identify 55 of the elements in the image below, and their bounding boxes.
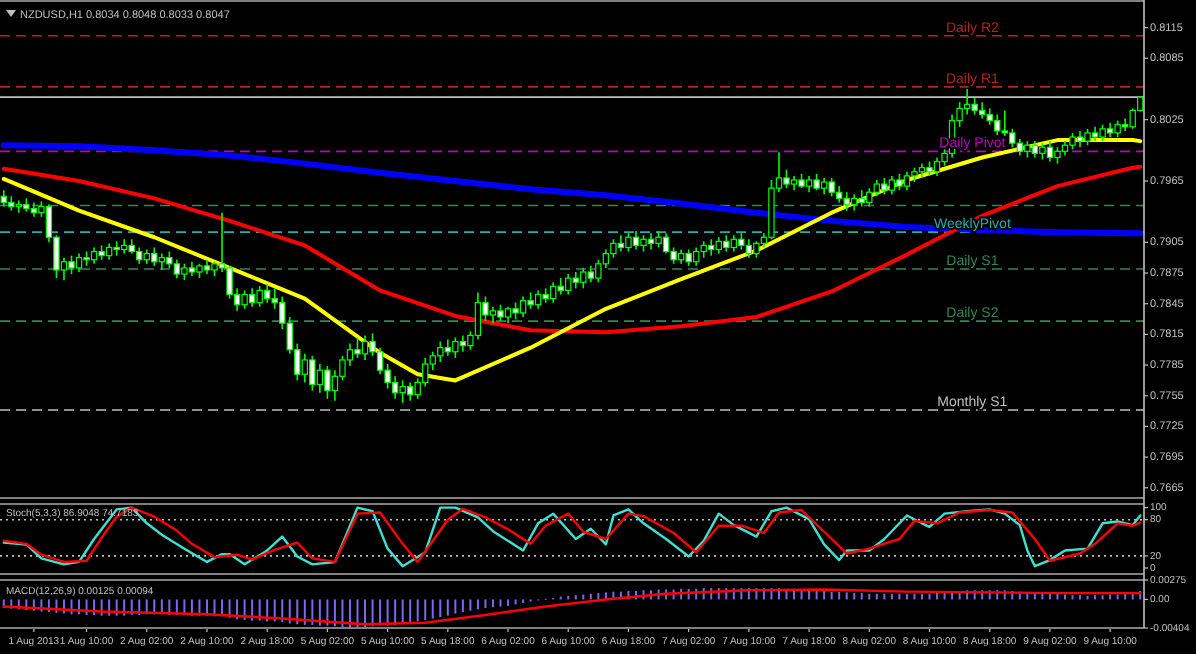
candlestick <box>361 334 369 361</box>
candlestick <box>858 189 865 208</box>
candlestick <box>437 340 444 363</box>
candlestick <box>263 283 271 304</box>
candlestick <box>549 281 557 304</box>
candlestick <box>888 175 896 196</box>
candlestick <box>625 232 632 253</box>
candlestick <box>324 365 331 400</box>
candlestick <box>978 101 986 120</box>
candlestick <box>459 334 467 353</box>
candlestick <box>866 187 873 208</box>
candlestick <box>557 277 564 296</box>
candlestick <box>75 252 83 273</box>
candlestick <box>843 191 850 212</box>
candlestick <box>248 287 256 308</box>
candlestick <box>963 88 971 116</box>
candlestick <box>1121 117 1129 132</box>
candlestick <box>354 336 361 359</box>
candlestick <box>662 232 670 255</box>
candlestick <box>617 234 625 253</box>
candlestick <box>595 258 602 284</box>
candlestick <box>316 363 324 394</box>
line-series <box>1 138 1143 383</box>
candlestick <box>444 338 452 357</box>
candlestick <box>68 254 75 275</box>
candlestick <box>519 295 527 318</box>
candlestick <box>15 199 23 214</box>
candlestick <box>452 336 459 359</box>
candlestick <box>151 246 158 267</box>
candlestick <box>745 238 753 259</box>
candlestick <box>376 346 384 376</box>
candlestick <box>301 353 309 384</box>
candlestick <box>1046 140 1054 163</box>
candlestick <box>580 267 587 290</box>
candlestick <box>632 230 640 251</box>
candlestick <box>994 113 1001 136</box>
candlestick <box>309 355 316 392</box>
candlestick <box>474 291 482 341</box>
candlestick <box>903 170 911 191</box>
candlestick <box>828 177 835 198</box>
candlestick <box>534 289 542 310</box>
line-series <box>1 164 1143 335</box>
candlestick <box>256 285 263 308</box>
candlestick <box>399 379 406 404</box>
candlestick <box>647 232 655 251</box>
candlestick <box>241 289 248 310</box>
candlestick <box>406 381 414 402</box>
candlestick <box>173 258 181 279</box>
candlestick <box>783 168 790 189</box>
line-series <box>2 588 1142 626</box>
candlestick <box>933 156 941 177</box>
candlestick <box>391 375 399 400</box>
candlestick <box>565 273 572 296</box>
candlestick <box>708 238 715 257</box>
candlestick <box>692 246 700 267</box>
